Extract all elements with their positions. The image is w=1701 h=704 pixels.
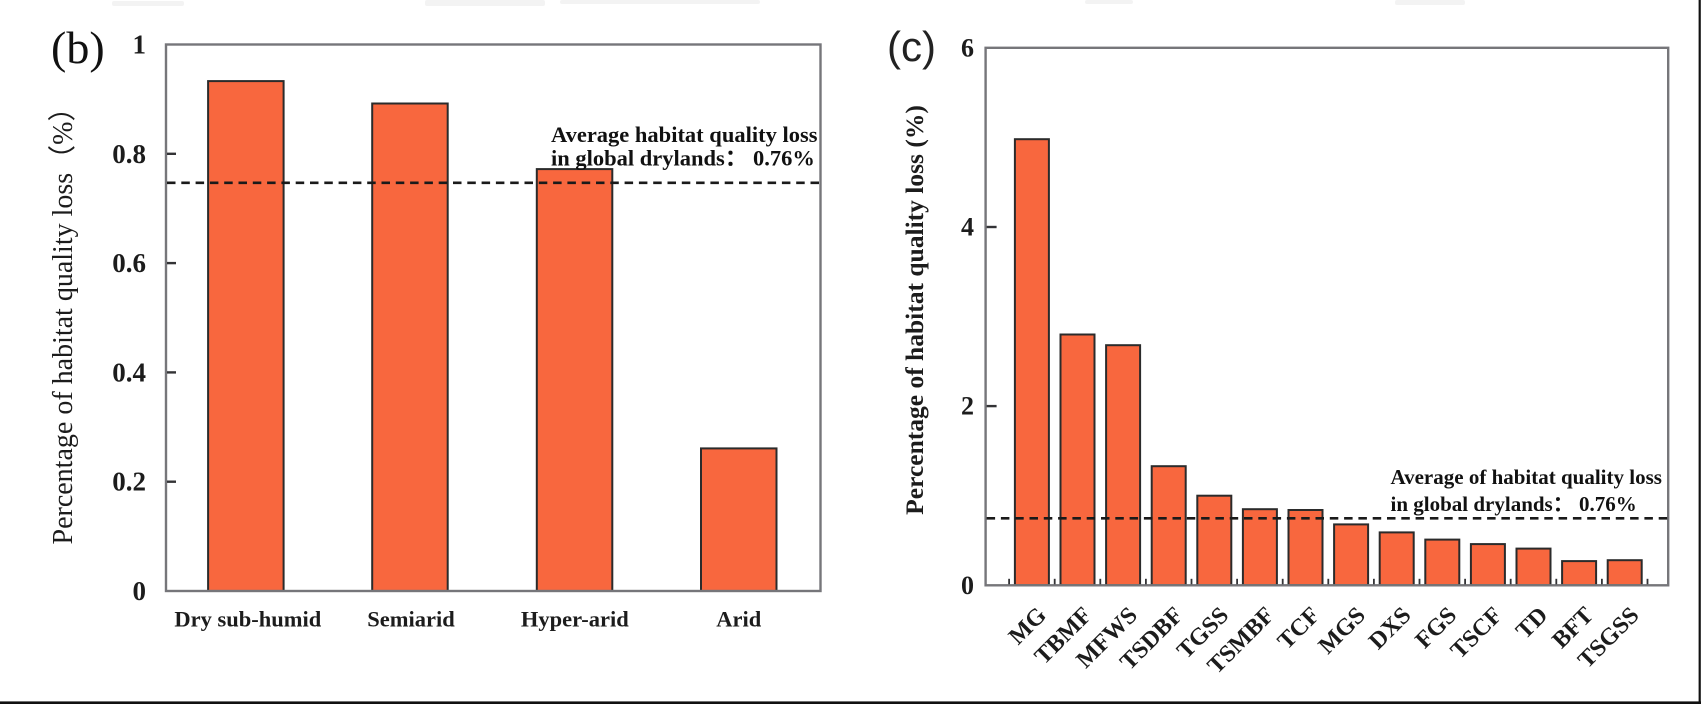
- svg-text:0.4: 0.4: [112, 357, 146, 387]
- svg-text:(c): (c): [887, 23, 936, 70]
- svg-text:Percentage of habitat quality: Percentage of habitat quality loss (%): [900, 105, 929, 515]
- svg-text:Hyper-arid: Hyper-arid: [521, 607, 629, 632]
- svg-text:Arid: Arid: [716, 607, 761, 632]
- svg-text:Percentage of habitat quality: Percentage of habitat quality loss（%）: [47, 94, 79, 545]
- svg-text:in global drylands： 0.76%: in global drylands： 0.76%: [1391, 492, 1637, 516]
- svg-text:(b): (b): [51, 22, 105, 73]
- svg-text:Semiarid: Semiarid: [367, 607, 455, 632]
- svg-text:0.2: 0.2: [112, 467, 146, 497]
- svg-text:Average habitat quality loss: Average habitat quality loss: [551, 122, 818, 147]
- svg-text:4: 4: [961, 213, 974, 242]
- svg-text:1: 1: [133, 30, 147, 60]
- svg-text:in global drylands： 0.76%: in global drylands： 0.76%: [551, 146, 815, 171]
- svg-text:0.8: 0.8: [112, 139, 146, 169]
- svg-text:0: 0: [133, 576, 147, 606]
- svg-text:6: 6: [961, 33, 974, 62]
- svg-text:Average of habitat quality los: Average of habitat quality loss: [1391, 465, 1662, 489]
- svg-text:Dry sub-humid: Dry sub-humid: [174, 607, 321, 632]
- svg-text:0.6: 0.6: [112, 248, 146, 278]
- svg-text:2: 2: [961, 392, 974, 421]
- svg-text:0: 0: [961, 571, 974, 600]
